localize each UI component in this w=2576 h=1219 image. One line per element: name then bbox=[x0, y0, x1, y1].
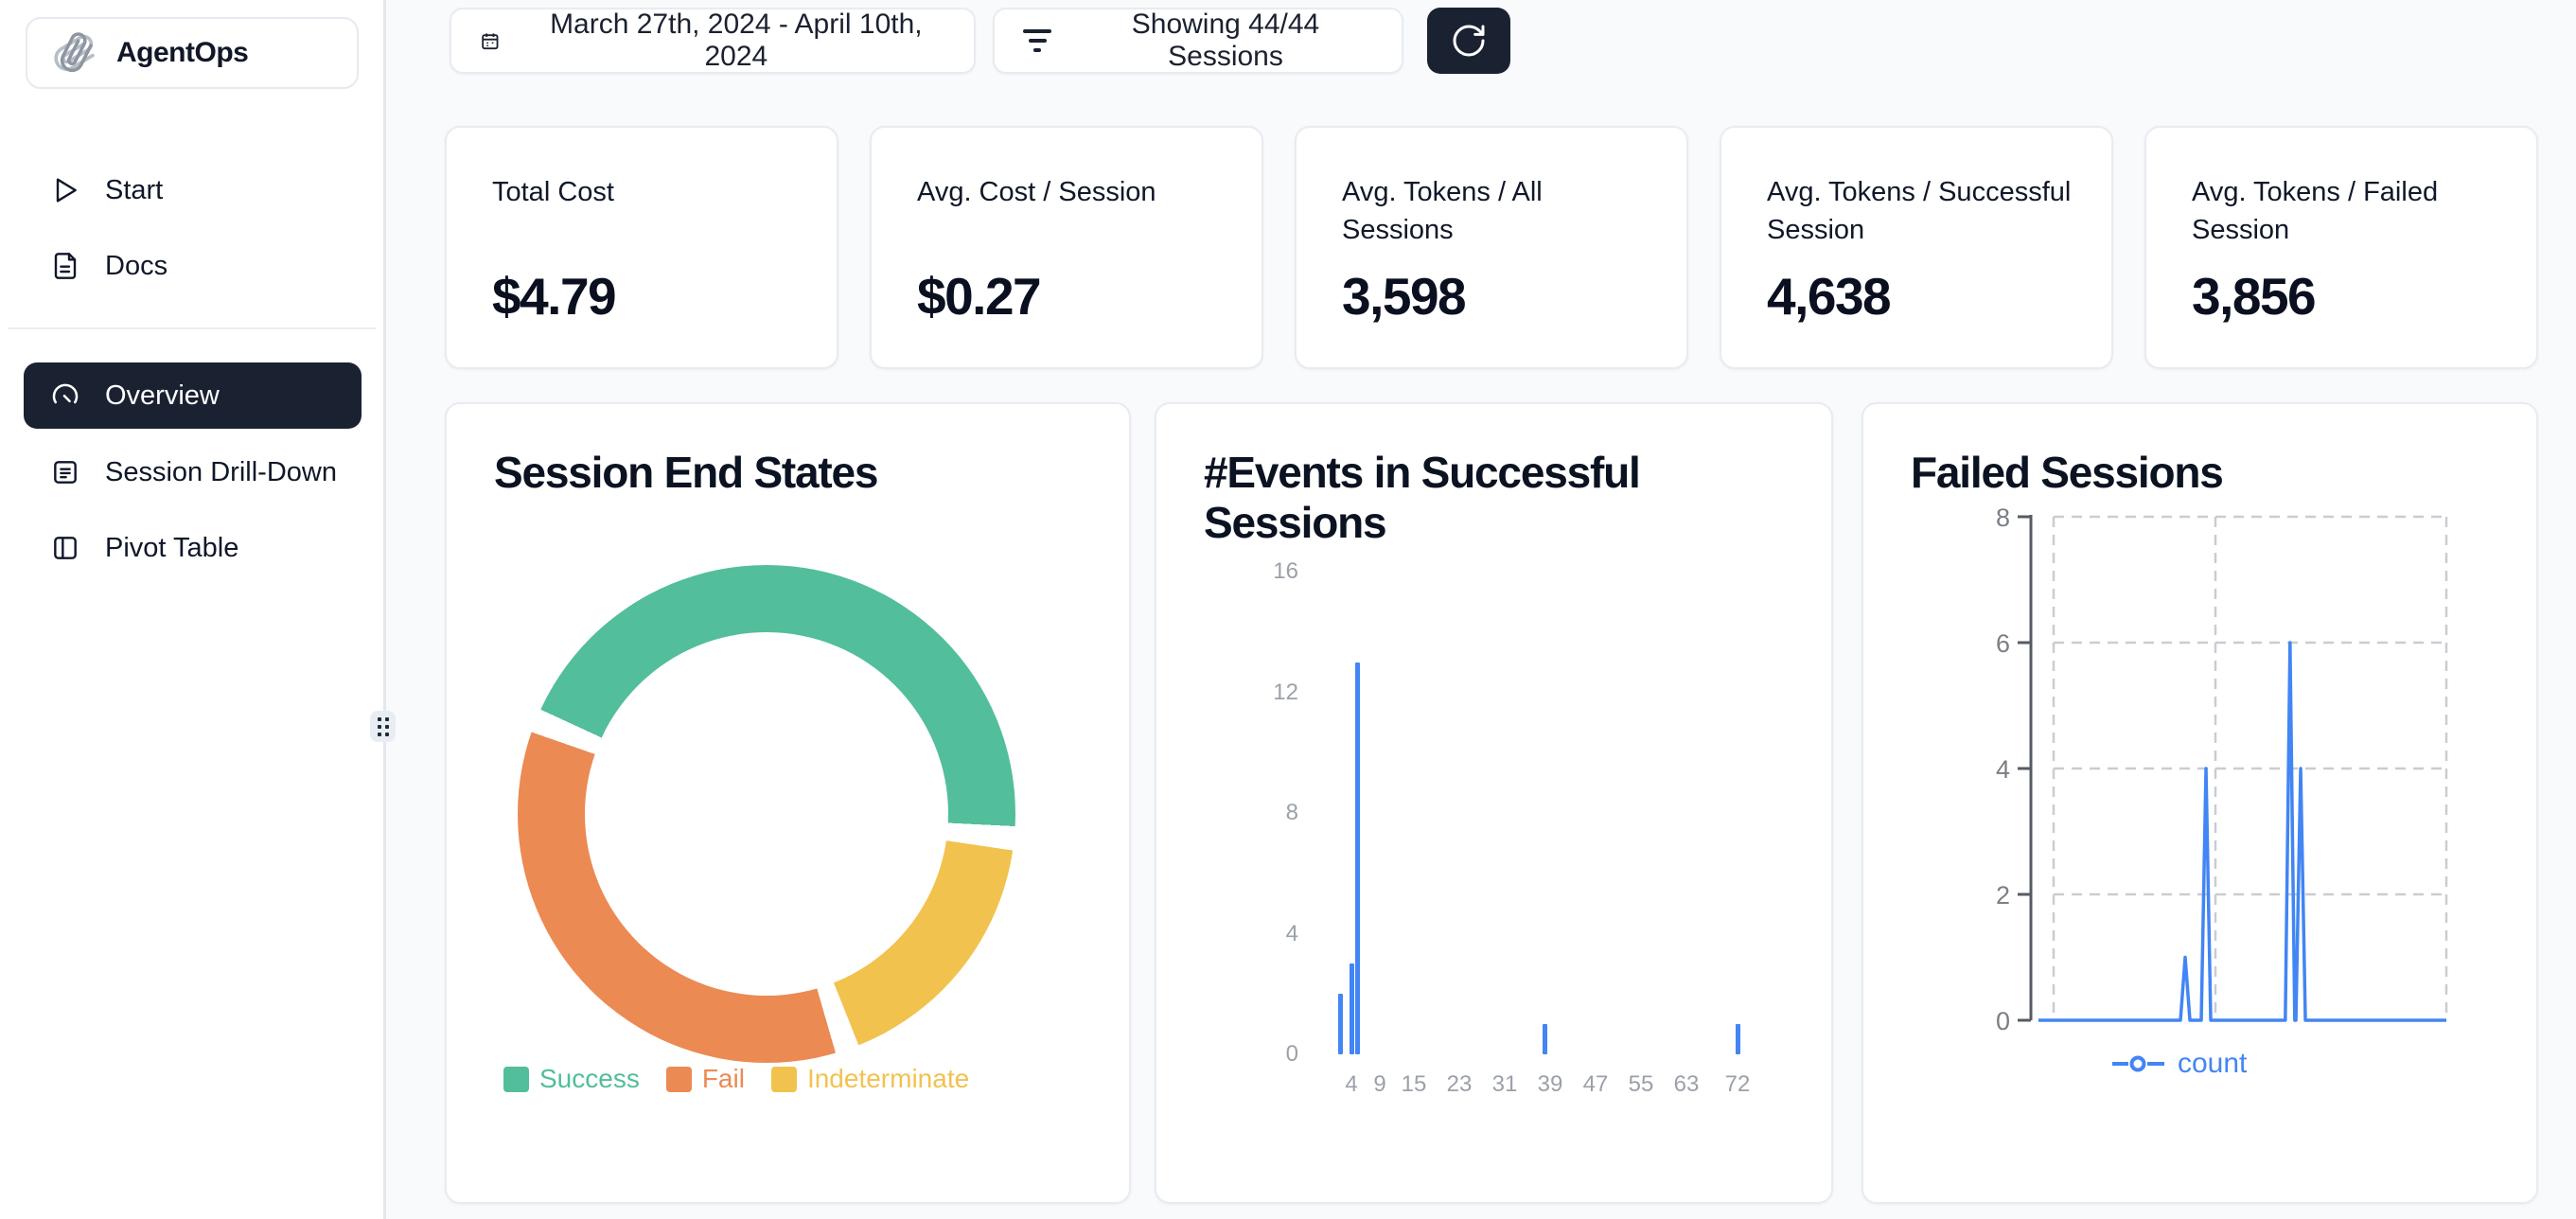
sidebar-item-label: Session Drill-Down bbox=[105, 456, 337, 487]
sidebar-resize-handle[interactable] bbox=[370, 711, 396, 742]
legend-label: Indeterminate bbox=[806, 1064, 970, 1093]
stat-label: Avg. Tokens / Successful Session bbox=[1767, 177, 2072, 246]
stat-card-avg-tokens-all: Avg. Tokens / All Sessions 3,598 bbox=[1295, 126, 1688, 369]
bar[interactable] bbox=[1735, 1024, 1740, 1054]
fail-swatch-icon bbox=[665, 1066, 692, 1092]
stat-value: 3,598 bbox=[1342, 267, 1467, 326]
events-bar-chart[interactable]: 0 4 8 12 16 4 9 15 23 31 39 47 55 63 72 bbox=[1156, 404, 1831, 1202]
x-axis-tick-label: 31 bbox=[1491, 1071, 1518, 1097]
stat-value: 4,638 bbox=[1767, 267, 1892, 326]
svg-text:6: 6 bbox=[1996, 629, 2010, 658]
bar[interactable] bbox=[1337, 994, 1343, 1054]
x-axis-tick-label: 63 bbox=[1673, 1071, 1700, 1097]
session-end-states-card: Session End States Success Fail Indeterm… bbox=[445, 402, 1131, 1204]
sidebar-item-pivot-table[interactable]: Pivot Table bbox=[24, 521, 362, 575]
bar[interactable] bbox=[1542, 1024, 1547, 1054]
play-icon bbox=[56, 178, 77, 203]
svg-text:4: 4 bbox=[1996, 755, 2010, 784]
legend-item-success[interactable]: Success bbox=[503, 1064, 640, 1094]
x-axis-tick-label: 47 bbox=[1582, 1071, 1609, 1097]
gauge-icon bbox=[52, 383, 79, 404]
y-axis-tick-label: 4 bbox=[1285, 920, 1298, 946]
x-axis-tick-label: 39 bbox=[1537, 1071, 1563, 1097]
brand-name: AgentOps bbox=[116, 37, 249, 68]
sidebar-divider bbox=[8, 327, 376, 329]
stat-value: 3,856 bbox=[2192, 267, 2317, 326]
refresh-icon bbox=[1453, 25, 1485, 57]
x-axis-tick-label: 55 bbox=[1628, 1071, 1654, 1097]
filter-label: Showing 44/44 Sessions bbox=[1131, 9, 1320, 72]
stat-label: Avg. Cost / Session bbox=[917, 177, 1156, 207]
legend-label: Success bbox=[539, 1064, 640, 1093]
x-axis-tick-label: 23 bbox=[1446, 1071, 1473, 1097]
chart-title: #Events in Successful Sessions bbox=[1204, 448, 1641, 548]
y-axis-tick-label: 16 bbox=[1273, 558, 1298, 584]
y-axis-tick-label: 8 bbox=[1285, 800, 1298, 825]
chart-title: Session End States bbox=[494, 448, 879, 497]
filter-icon bbox=[1023, 29, 1051, 52]
sidebar: AgentOps Start Docs Overview Session Dri… bbox=[0, 0, 386, 1219]
stat-card-avg-tokens-failed: Avg. Tokens / Failed Session 3,856 bbox=[2144, 126, 2538, 369]
x-axis-tick-label: 15 bbox=[1401, 1071, 1427, 1097]
legend-item-indeterminate[interactable]: Indeterminate bbox=[770, 1064, 970, 1094]
document-icon bbox=[54, 253, 77, 279]
filter-button[interactable]: Showing 44/44 Sessions bbox=[993, 8, 1403, 74]
count-legend[interactable]: count bbox=[2111, 1048, 2247, 1080]
x-axis-tick-label: 72 bbox=[1724, 1071, 1751, 1097]
line-marker-icon bbox=[2112, 1055, 2164, 1072]
x-axis-tick-label: 4 bbox=[1345, 1071, 1358, 1097]
stat-card-avg-cost-session: Avg. Cost / Session $0.27 bbox=[870, 126, 1263, 369]
svg-text:8: 8 bbox=[1996, 504, 2010, 532]
sidebar-item-session-drill-down[interactable]: Session Drill-Down bbox=[24, 445, 362, 500]
svg-text:0: 0 bbox=[1996, 1007, 2010, 1035]
sidebar-item-start[interactable]: Start bbox=[24, 163, 362, 218]
indeterminate-swatch-icon bbox=[770, 1066, 797, 1092]
stat-label: Total Cost bbox=[492, 177, 614, 207]
stat-label: Avg. Tokens / All Sessions bbox=[1342, 177, 1543, 246]
stat-card-total-cost: Total Cost $4.79 bbox=[445, 126, 838, 369]
sidebar-item-label: Overview bbox=[105, 380, 220, 411]
x-axis-tick-label: 9 bbox=[1373, 1071, 1386, 1097]
paperclip-icon bbox=[54, 31, 97, 75]
chart-title: Failed Sessions bbox=[1911, 448, 2224, 497]
list-lines-icon bbox=[54, 461, 77, 484]
refresh-button[interactable] bbox=[1427, 8, 1510, 74]
sidebar-item-overview[interactable]: Overview bbox=[24, 362, 362, 429]
grip-dots-icon bbox=[377, 716, 389, 736]
donut-legend: Success Fail Indeterminate bbox=[503, 1064, 969, 1094]
failed-sessions-card: Failed Sessions 0 2 4 6 8 count bbox=[1861, 402, 2538, 1204]
sidebar-item-label: Docs bbox=[105, 250, 168, 281]
panel-left-icon bbox=[54, 537, 77, 559]
legend-item-fail[interactable]: Fail bbox=[665, 1064, 745, 1094]
y-axis-tick-label: 0 bbox=[1285, 1041, 1298, 1067]
stat-label: Avg. Tokens / Failed Session bbox=[2192, 177, 2439, 246]
stat-value: $0.27 bbox=[917, 267, 1042, 326]
bar[interactable] bbox=[1349, 963, 1354, 1054]
session-end-states-donut[interactable] bbox=[518, 565, 1015, 1063]
stat-value: $4.79 bbox=[492, 267, 617, 326]
sidebar-item-label: Pivot Table bbox=[105, 532, 239, 563]
brand-logo[interactable]: AgentOps bbox=[26, 17, 359, 89]
failed-sessions-chart[interactable]: 0 2 4 6 8 bbox=[1863, 404, 2540, 1206]
svg-text:2: 2 bbox=[1996, 881, 2010, 910]
events-in-successful-sessions-card: #Events in Successful Sessions 0 4 8 12 16 4 9… bbox=[1155, 402, 1833, 1204]
y-axis-tick-label: 12 bbox=[1273, 679, 1298, 705]
success-swatch-icon bbox=[503, 1066, 529, 1092]
calendar-icon bbox=[482, 32, 499, 49]
count-legend-label: count bbox=[2178, 1048, 2248, 1079]
sidebar-item-docs[interactable]: Docs bbox=[24, 238, 362, 293]
stat-card-avg-tokens-successful: Avg. Tokens / Successful Session 4,638 bbox=[1720, 126, 2113, 369]
date-range-button[interactable]: March 27th, 2024 - April 10th, 2024 bbox=[450, 8, 976, 74]
bar[interactable] bbox=[1354, 662, 1360, 1054]
date-range-label: March 27th, 2024 - April 10th, 2024 bbox=[550, 9, 923, 72]
sidebar-item-label: Start bbox=[105, 174, 164, 205]
legend-label: Fail bbox=[701, 1064, 745, 1093]
